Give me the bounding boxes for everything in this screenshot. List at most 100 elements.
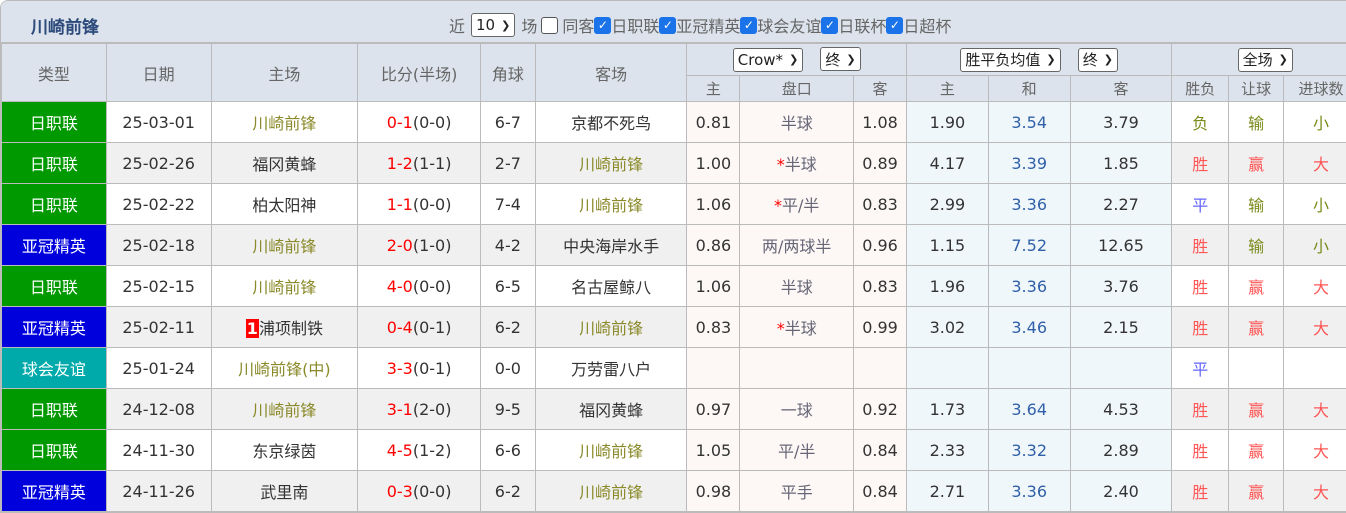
away-team[interactable]: 京都不死鸟 [534, 101, 688, 143]
table-row[interactable]: 亚冠精英 25-02-11 1浦项制铁 0-4(0-1) 6-2 川崎前锋 0.… [1, 306, 1346, 348]
home-team-name[interactable]: 川崎前锋 [252, 114, 317, 133]
away-team-name[interactable]: 京都不死鸟 [571, 114, 652, 133]
league-checkbox[interactable]: ✓ [740, 16, 758, 34]
away-team[interactable]: 川崎前锋 [534, 306, 688, 348]
handicap-line: 两/两球半 [739, 224, 855, 266]
match-type[interactable]: 亚冠精英 [1, 306, 107, 348]
same-venue-checkbox[interactable] [541, 16, 559, 34]
score[interactable]: 2-0(1-0) [357, 224, 481, 266]
odds-phase-select[interactable]: 终 ❯ [1077, 47, 1118, 72]
table-row[interactable]: 日职联 24-11-30 东京绿茵 4-5(1-2) 6-6 川崎前锋 1.05… [1, 429, 1346, 471]
away-team-name[interactable]: 名古屋鲸八 [571, 278, 652, 297]
handicap-header: Crow* ❯ 终 ❯ [686, 43, 907, 76]
league-checkbox[interactable]: ✓ [886, 16, 904, 34]
home-team[interactable]: 川崎前锋(中) [210, 347, 359, 389]
score[interactable]: 0-1(0-0) [357, 101, 481, 143]
full-time-score: 0-3 [386, 481, 413, 501]
handicap-phase-select[interactable]: 终 ❯ [820, 47, 861, 72]
away-team[interactable]: 福冈黄蜂 [534, 388, 688, 430]
col-odds-away: 客 [1069, 75, 1173, 102]
odds-away: 3.79 [1069, 101, 1173, 143]
home-team-name[interactable]: 柏太阳神 [252, 196, 317, 215]
score[interactable]: 1-2(1-1) [357, 142, 481, 184]
home-team[interactable]: 柏太阳神 [210, 183, 359, 225]
away-team[interactable]: 川崎前锋 [534, 429, 688, 471]
home-team-name[interactable]: 福冈黄蜂 [252, 155, 317, 174]
away-team[interactable]: 川崎前锋 [534, 183, 688, 225]
match-type[interactable]: 日职联 [1, 183, 107, 225]
match-type[interactable]: 日职联 [1, 101, 107, 143]
match-type[interactable]: 日职联 [1, 388, 107, 430]
away-team[interactable]: 万劳雷八户 [534, 347, 688, 389]
match-type[interactable]: 日职联 [1, 142, 107, 184]
away-team-name[interactable]: 中央海岸水手 [563, 237, 660, 256]
match-type[interactable]: 日职联 [1, 429, 107, 471]
match-date: 25-02-22 [105, 183, 212, 225]
handicap-line-text: 平/半 [778, 442, 816, 461]
table-row[interactable]: 日职联 24-12-08 川崎前锋 3-1(2-0) 9-5 福冈黄蜂 0.97… [1, 388, 1346, 430]
league-checkbox[interactable]: ✓ [821, 16, 839, 34]
table-row[interactable]: 日职联 25-02-15 川崎前锋 4-0(0-0) 6-5 名古屋鲸八 1.0… [1, 265, 1346, 307]
score[interactable]: 3-1(2-0) [357, 388, 481, 430]
home-team-name[interactable]: 川崎前锋(中) [238, 360, 331, 379]
half-time-score: (0-0) [412, 194, 452, 214]
away-team[interactable]: 名古屋鲸八 [534, 265, 688, 307]
score[interactable]: 3-3(0-1) [357, 347, 481, 389]
home-team[interactable]: 川崎前锋 [210, 388, 359, 430]
home-team[interactable]: 武里南 [210, 470, 359, 512]
score[interactable]: 0-3(0-0) [357, 470, 481, 512]
odds-draw: 3.36 [987, 470, 1071, 512]
result-scope-select[interactable]: 全场 ❯ [1237, 47, 1293, 72]
league-checkbox[interactable]: ✓ [594, 16, 612, 34]
score[interactable]: 0-4(0-1) [357, 306, 481, 348]
result-handicap: 输 [1228, 224, 1285, 266]
company-select[interactable]: Crow* ❯ [732, 47, 804, 72]
table-row[interactable]: 球会友谊 25-01-24 川崎前锋(中) 3-3(0-1) 0-0 万劳雷八户… [1, 347, 1346, 389]
away-team-name[interactable]: 福冈黄蜂 [579, 401, 644, 420]
away-team-name[interactable]: 川崎前锋 [579, 155, 644, 174]
home-team[interactable]: 川崎前锋 [210, 224, 359, 266]
league-label: 日职联 [611, 17, 660, 36]
home-team[interactable]: 东京绿茵 [210, 429, 359, 471]
match-type[interactable]: 日职联 [1, 265, 107, 307]
odds-home: 2.99 [905, 183, 989, 225]
match-type[interactable]: 球会友谊 [1, 347, 107, 389]
table-row[interactable]: 日职联 25-03-01 川崎前锋 0-1(0-0) 6-7 京都不死鸟 0.8… [1, 101, 1346, 143]
away-team[interactable]: 川崎前锋 [534, 142, 688, 184]
table-row[interactable]: 亚冠精英 24-11-26 武里南 0-3(0-0) 6-2 川崎前锋 0.98… [1, 470, 1346, 512]
away-team-name[interactable]: 川崎前锋 [579, 483, 644, 502]
away-team-name[interactable]: 万劳雷八户 [571, 360, 652, 379]
odds-type-select[interactable]: 胜平负均值 ❯ [960, 47, 1061, 72]
score[interactable]: 4-0(0-0) [357, 265, 481, 307]
away-team-name[interactable]: 川崎前锋 [579, 442, 644, 461]
match-type[interactable]: 亚冠精英 [1, 470, 107, 512]
home-team-name[interactable]: 浦项制铁 [258, 319, 323, 338]
away-team[interactable]: 中央海岸水手 [534, 224, 688, 266]
table-row[interactable]: 日职联 25-02-26 福冈黄蜂 1-2(1-1) 2-7 川崎前锋 1.00… [1, 142, 1346, 184]
league-checkbox[interactable]: ✓ [659, 16, 677, 34]
home-team[interactable]: 川崎前锋 [210, 265, 359, 307]
col-score: 比分(半场) [357, 43, 481, 102]
home-team[interactable]: 川崎前锋 [210, 101, 359, 143]
handicap-line-text: 一球 [780, 401, 813, 420]
home-team-name[interactable]: 川崎前锋 [252, 278, 317, 297]
home-team-name[interactable]: 川崎前锋 [252, 237, 317, 256]
home-team-name[interactable]: 武里南 [260, 483, 309, 502]
matches-table: 类型 日期 主场 比分(半场) 角球 客场 Crow* ❯ 终 ❯ 胜平负均值 ❯ 终… [1, 43, 1346, 512]
odds-away: 2.40 [1069, 470, 1173, 512]
home-team[interactable]: 1浦项制铁 [210, 306, 359, 348]
score[interactable]: 4-5(1-2) [357, 429, 481, 471]
home-team[interactable]: 福冈黄蜂 [210, 142, 359, 184]
away-team[interactable]: 川崎前锋 [534, 470, 688, 512]
home-team-name[interactable]: 东京绿茵 [252, 442, 317, 461]
score[interactable]: 1-1(0-0) [357, 183, 481, 225]
recent-count-select[interactable]: 10 ❯ [471, 13, 516, 37]
table-row[interactable]: 亚冠精英 25-02-18 川崎前锋 2-0(1-0) 4-2 中央海岸水手 0… [1, 224, 1346, 266]
handicap-home-odds: 1.06 [686, 183, 741, 225]
match-type[interactable]: 亚冠精英 [1, 224, 107, 266]
away-team-name[interactable]: 川崎前锋 [579, 319, 644, 338]
col-odds-draw: 和 [987, 75, 1071, 102]
away-team-name[interactable]: 川崎前锋 [579, 196, 644, 215]
table-row[interactable]: 日职联 25-02-22 柏太阳神 1-1(0-0) 7-4 川崎前锋 1.06… [1, 183, 1346, 225]
home-team-name[interactable]: 川崎前锋 [252, 401, 317, 420]
